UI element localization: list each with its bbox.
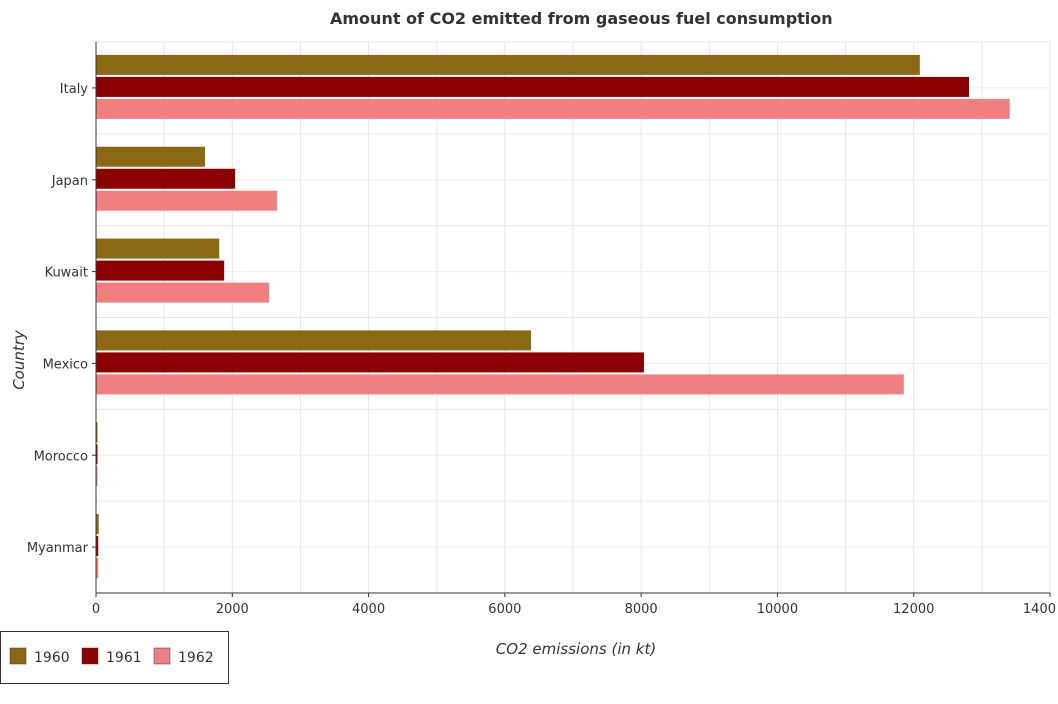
x-tick-label: 1400	[1023, 602, 1056, 617]
legend-swatch-1962	[153, 647, 171, 665]
legend-swatch-1961	[81, 647, 99, 665]
bar-myanmar-1961	[96, 536, 99, 557]
y-axis-label: Country	[10, 329, 28, 390]
bar-myanmar-1962	[96, 558, 99, 579]
y-tick-label: Kuwait	[45, 266, 88, 281]
legend-label-1962: 1962	[178, 650, 214, 666]
bar-kuwait-1962	[96, 282, 270, 303]
x-tick-label: 10000	[757, 602, 798, 617]
grid	[95, 41, 1051, 594]
bar-morocco-1962	[96, 466, 98, 487]
x-tick-label: 8000	[625, 602, 658, 617]
y-tick-label: Myanmar	[27, 541, 89, 556]
legend: 1960 1961 1962	[0, 631, 229, 684]
bar-myanmar-1960	[96, 514, 99, 535]
chart-title: Amount of CO2 emitted from gaseous fuel …	[330, 9, 833, 28]
legend-label-1960: 1960	[34, 650, 70, 666]
bar-italy-1960	[96, 54, 920, 75]
bar-italy-1961	[96, 76, 970, 97]
bar-morocco-1960	[96, 422, 98, 443]
legend-label-1961: 1961	[106, 650, 142, 666]
y-tick-label: Mexico	[43, 357, 88, 372]
y-tick-label: Japan	[51, 174, 88, 189]
bar-japan-1961	[96, 168, 236, 189]
bar-mexico-1962	[96, 374, 904, 395]
x-tick-label: 0	[92, 602, 100, 617]
x-tick-label: 2000	[216, 602, 249, 617]
x-tick-label: 4000	[352, 602, 385, 617]
bar-japan-1962	[96, 190, 278, 211]
bar-kuwait-1960	[96, 238, 220, 259]
bar-kuwait-1961	[96, 260, 225, 281]
legend-swatch-1960	[9, 647, 27, 665]
bar-mexico-1961	[96, 352, 644, 373]
bar-morocco-1961	[96, 444, 98, 465]
y-tick-label: Morocco	[34, 449, 88, 464]
x-tick-label: 6000	[488, 602, 521, 617]
bar-mexico-1960	[96, 330, 532, 351]
x-axis-label: CO2 emissions (in kt)	[496, 640, 656, 658]
legend-box	[0, 631, 229, 684]
bars	[96, 54, 1010, 579]
bar-japan-1960	[96, 146, 206, 167]
y-tick-label: Italy	[60, 82, 89, 97]
axes: Italy Japan Kuwait Mexico Morocco Myanmar 0 200…	[27, 42, 1056, 617]
bar-italy-1962	[96, 98, 1010, 119]
x-tick-label: 12000	[893, 602, 934, 617]
